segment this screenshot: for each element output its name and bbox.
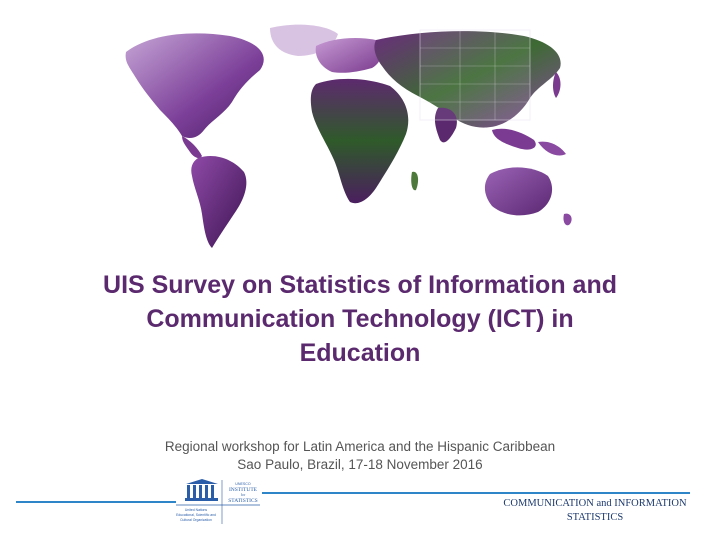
footer-label-line: STATISTICS [566, 512, 624, 523]
footer-section-label: COMMUNICATION and INFORMATION STATISTICS [490, 497, 700, 525]
unesco-temple-icon [185, 479, 218, 501]
slide-subtitle: Regional workshop for Latin America and … [60, 438, 660, 474]
slide-title-line: UIS Survey on Statistics of Information … [103, 271, 617, 299]
slide-title-line: Communication Technology (ICT) in [146, 305, 574, 333]
uis-unesco-logo: UNESCO INSTITUTE for STATISTICS United N… [172, 478, 264, 526]
subtitle-line-event: Regional workshop for Latin America and … [164, 439, 556, 454]
slide-title-line: Education [299, 339, 421, 367]
footer-divider-right [262, 492, 690, 494]
logo-org-line: Cultural Organization [180, 518, 212, 522]
footer-divider-left [16, 501, 176, 503]
logo-org-line: United Nations [185, 508, 208, 512]
footer-label-line: COMMUNICATION and INFORMATION [503, 498, 687, 509]
logo-caption-line: UNESCO [235, 482, 251, 486]
logo-caption-line: STATISTICS [228, 498, 258, 504]
world-map-image [120, 22, 590, 250]
logo-caption-line: for [241, 493, 246, 497]
logo-caption-line: INSTITUTE [229, 487, 258, 493]
subtitle-line-location: Sao Paulo, Brazil, 17-18 November 2016 [237, 457, 483, 472]
logo-org-line: Educational, Scientific and [176, 513, 216, 517]
slide-title: UIS Survey on Statistics of Information … [40, 268, 680, 370]
